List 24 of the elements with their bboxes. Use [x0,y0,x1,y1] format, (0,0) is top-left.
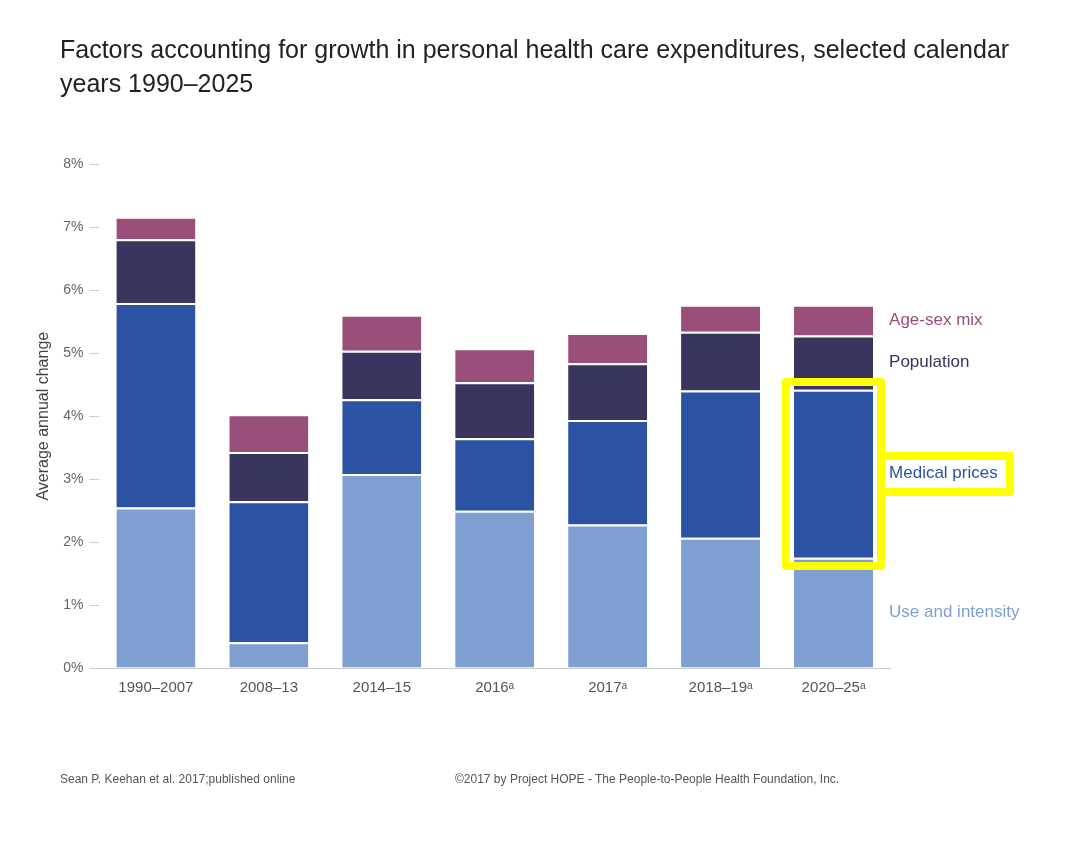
text: Sean P. Keehan et al. 2017;published online [60,772,296,786]
x-tick-label: 2014–15 [352,678,411,696]
y-tick-label: 8% [63,155,84,172]
x-tick-label: 2017ᵃ [588,678,628,696]
y-tick-label: 4% [63,407,84,424]
text: ©2017 by Project HOPE - The People-to-People Health Foundation, Inc. [455,772,840,786]
y-tick-label: 2% [63,532,84,549]
series-label: Medical prices [889,463,998,483]
chart-title: Factors accounting for growth in personal health care expenditures, selected calendar years 1990–2025 [60,34,1011,99]
y-tick-label: 6% [63,281,84,298]
series-label: Population [889,352,970,372]
x-tick-label: 1990–2007 [118,678,194,696]
x-tick-label: 2020–25ᵃ [801,678,866,696]
x-tick-label: 2008–13 [239,678,299,696]
y-axis-title: Average annual change [34,331,52,501]
x-tick-label: 2018–19ᵃ [688,678,753,696]
y-tick-label: 3% [63,470,84,487]
y-tick-label: 1% [63,595,84,612]
y-tick-label: 7% [63,218,84,235]
series-label: Use and intensity [889,602,1020,622]
series-label: Age-sex mix [889,309,984,329]
y-tick-label: 0% [63,658,84,675]
x-tick-label: 2016ᵃ [475,678,515,696]
y-tick-label: 5% [63,344,84,361]
